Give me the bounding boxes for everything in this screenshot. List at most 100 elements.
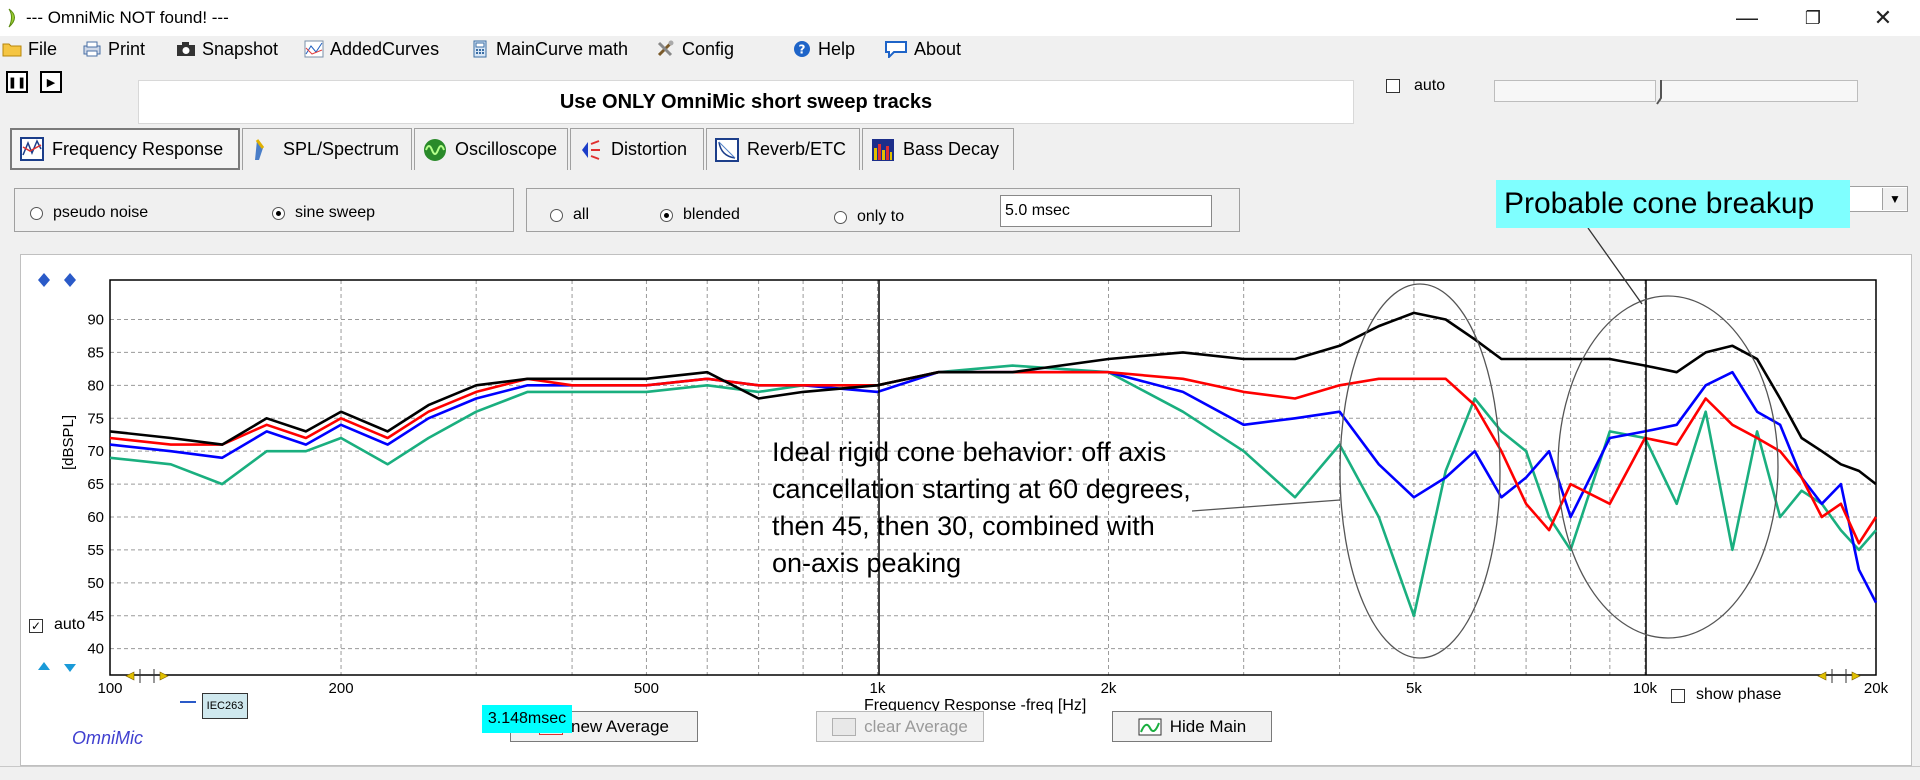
tab-reverb-etc[interactable]: Reverb/ETC [706, 128, 860, 170]
x-axis-label: Frequency Response -freq [Hz] [864, 697, 1087, 714]
header-auto-checkbox[interactable] [1386, 79, 1400, 93]
y-axis-label: [dBSPL] [60, 414, 77, 470]
zoom-x-icon[interactable] [125, 669, 1861, 683]
annotation-ideal-line: on-axis peaking [772, 548, 962, 578]
check-icon: ✓ [30, 619, 42, 633]
radio-pseudo-noise-indicator [30, 206, 43, 220]
tab-distortion[interactable]: Distortion [570, 128, 704, 170]
hide-main-label: Hide Main [1169, 716, 1247, 736]
level-slider-left[interactable] [1494, 80, 1656, 102]
tab-frequency-response-label: Frequency Response [52, 138, 224, 159]
camera-icon [177, 42, 195, 56]
radio-all[interactable]: all [550, 206, 589, 224]
tab-reverb-etc-label: Reverb/ETC [747, 139, 847, 159]
bass-decay-icon [872, 138, 894, 161]
menu-help[interactable]: ? Help [792, 36, 855, 62]
hide-main-button[interactable]: Hide Main [1112, 711, 1272, 742]
y-tick-label: 80 [87, 377, 104, 394]
play-button[interactable]: ▶ [40, 71, 62, 93]
radio-blended-label: blended [683, 206, 740, 223]
play-icon: ▶ [46, 76, 56, 89]
menu-print-label: Print [108, 38, 146, 59]
chevron-down-icon[interactable]: ▼ [1882, 188, 1907, 210]
oscilloscope-icon [424, 138, 446, 161]
radio-pseudo-noise[interactable]: pseudo noise [30, 204, 148, 222]
y-tick-label: 65 [87, 476, 104, 493]
help-icon: ? [794, 41, 810, 57]
y-tick-label: 70 [87, 443, 104, 460]
time-badge: 3.148msec [482, 705, 572, 733]
x-tick-label: 500 [634, 680, 659, 697]
tab-distortion-label: Distortion [611, 139, 688, 159]
window-title: --- OmniMic NOT found! --- [26, 8, 229, 27]
x-tick-label: 100 [97, 680, 122, 697]
plot-auto-label: auto [54, 616, 86, 633]
radio-only-to[interactable]: only to [834, 208, 904, 226]
series-line-3 [109, 364, 1877, 618]
reverb-icon [715, 137, 739, 162]
tab-frequency-response[interactable]: Frequency Response [10, 128, 240, 170]
minimize-button[interactable]: — [1718, 0, 1776, 36]
annotation-pointer-ideal [1191, 499, 1341, 512]
annotation-ellipse-ideal [1339, 283, 1501, 659]
zoom-y-icon[interactable] [38, 273, 76, 672]
annotation-ideal-cone: Ideal rigid cone behavior: off axis canc… [772, 434, 1192, 582]
annotation-cone-breakup: Probable cone breakup [1496, 180, 1850, 228]
annotation-pointer-breakup [1587, 227, 1643, 305]
menu-print[interactable]: Print [82, 36, 145, 62]
legend-line-swatch [180, 701, 196, 703]
annotation-ideal-line: cancellation starting at 60 degrees, [772, 474, 1191, 504]
curves-icon [304, 40, 324, 58]
folder-icon [2, 43, 22, 57]
menu-maincurve-math-label: MainCurve math [496, 38, 629, 59]
radio-blended[interactable]: blended [660, 206, 740, 224]
window-delay-input[interactable] [1000, 195, 1212, 227]
brand-label: OmniMic [72, 728, 143, 748]
restore-button[interactable]: ❐ [1784, 0, 1842, 36]
plot-frame [109, 279, 1877, 676]
tab-spl-spectrum[interactable]: SPL/Spectrum [242, 128, 412, 170]
pause-button[interactable]: ❚❚ [6, 71, 28, 93]
series-line-1 [109, 370, 1878, 545]
level-slider-right[interactable] [1660, 80, 1858, 102]
pause-icon: ❚❚ [7, 76, 27, 89]
show-phase-checkbox[interactable] [1671, 689, 1685, 703]
radio-only-to-indicator [834, 210, 847, 224]
menu-maincurve-math[interactable]: MainCurve math [470, 36, 628, 62]
restore-icon: ❐ [1804, 7, 1822, 28]
app-logo-icon [8, 8, 15, 28]
menu-file[interactable]: File [2, 36, 57, 62]
clear-icon [832, 717, 857, 736]
new-average-label: new Average [571, 716, 669, 736]
menu-addedcurves[interactable]: AddedCurves [304, 36, 439, 62]
plot-auto-checkbox[interactable]: ✓ [29, 619, 43, 633]
series-line-2 [109, 370, 1878, 604]
y-tick-label: 40 [87, 641, 104, 658]
radio-sine-sweep-label: sine sweep [295, 204, 376, 221]
menu-help-label: Help [818, 38, 856, 59]
show-phase-label: show phase [1696, 686, 1782, 703]
menu-about[interactable]: About [884, 36, 961, 62]
plot-series [109, 311, 1878, 618]
legend-tag[interactable]: IEC263 [202, 693, 248, 719]
close-button[interactable]: ✕ [1854, 0, 1912, 36]
tab-bass-decay[interactable]: Bass Decay [862, 128, 1014, 170]
x-tick-label: 5k [1406, 680, 1422, 697]
status-message: Use ONLY OmniMic short sweep tracks [138, 80, 1354, 124]
window-mode-group [526, 188, 1240, 232]
tab-oscilloscope[interactable]: Oscilloscope [414, 128, 568, 170]
header-auto-label: auto [1414, 77, 1446, 94]
radio-sine-sweep[interactable]: sine sweep [272, 204, 375, 222]
svg-text:?: ? [799, 43, 806, 57]
x-tick-label: 10k [1633, 680, 1658, 697]
menu-config[interactable]: Config [656, 36, 734, 62]
annotation-ellipse-breakup [1557, 295, 1779, 639]
slider-handle[interactable] [1656, 80, 1666, 108]
x-tick-label: 20k [1864, 680, 1889, 697]
clear-average-button[interactable]: clear Average [816, 711, 984, 742]
radio-all-indicator [550, 208, 563, 222]
menu-snapshot[interactable]: Snapshot [176, 36, 278, 62]
radio-sine-sweep-indicator [272, 206, 285, 220]
axis-ticks: 40 45 50 55 60 65 70 75 80 85 90 100 200 500 1k 2k 5k 10k… [87, 312, 1888, 698]
